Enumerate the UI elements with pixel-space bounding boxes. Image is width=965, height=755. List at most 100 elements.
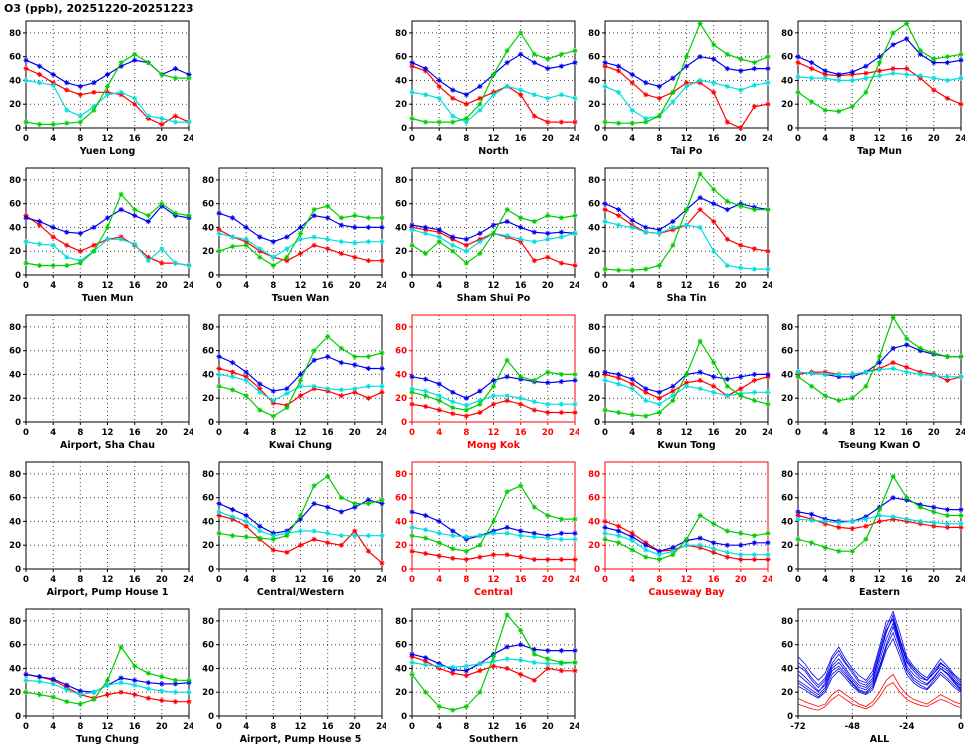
svg-text:20: 20 bbox=[156, 428, 168, 438]
chart-panel-airport-pump-house-5: 0 20 40 60 80 0 4 8 12 16 20 24 Airport, Pump House … bbox=[193, 604, 388, 751]
svg-text:12: 12 bbox=[681, 281, 693, 291]
svg-text:80: 80 bbox=[9, 29, 21, 39]
chart-tseung-kwan-o: 0 20 40 60 80 0 4 8 12 16 20 24 Tseung Kwan O bbox=[781, 314, 965, 451]
svg-text:-24: -24 bbox=[899, 722, 914, 732]
svg-text:80: 80 bbox=[395, 323, 407, 333]
chart-panel-north: 0 20 40 60 80 0 4 8 12 16 20 24 North bbox=[386, 16, 581, 163]
svg-text:80: 80 bbox=[9, 617, 21, 627]
svg-text:8: 8 bbox=[270, 575, 276, 585]
svg-text:16: 16 bbox=[515, 575, 527, 585]
chart-sha-tin: 0 20 40 60 80 0 4 8 12 16 20 24 Sha Tin bbox=[588, 167, 774, 304]
chart-panel-tap-mun: 0 20 40 60 80 0 4 8 12 16 20 24 Tap Mun bbox=[772, 16, 965, 163]
svg-text:16: 16 bbox=[322, 281, 334, 291]
svg-text:0: 0 bbox=[401, 565, 407, 575]
svg-text:20: 20 bbox=[349, 575, 361, 585]
svg-text:12: 12 bbox=[488, 722, 500, 732]
chart-airport-pump-house-1: 0 20 40 60 80 0 4 8 12 16 20 24 Airport, Pump House … bbox=[9, 461, 195, 598]
chart-panel-tai-po: 0 20 40 60 80 0 4 8 12 16 20 24 Tai Po bbox=[579, 16, 774, 163]
svg-text:12: 12 bbox=[295, 281, 307, 291]
svg-text:20: 20 bbox=[588, 100, 600, 110]
svg-text:0: 0 bbox=[401, 418, 407, 428]
svg-text:80: 80 bbox=[781, 29, 793, 39]
svg-text:8: 8 bbox=[77, 575, 83, 585]
svg-text:0: 0 bbox=[216, 281, 222, 291]
chart-title: Tai Po bbox=[671, 146, 703, 157]
svg-text:12: 12 bbox=[874, 134, 886, 144]
svg-text:24: 24 bbox=[376, 281, 386, 291]
svg-text:24: 24 bbox=[183, 722, 193, 732]
svg-text:12: 12 bbox=[681, 575, 693, 585]
svg-text:20: 20 bbox=[202, 247, 214, 257]
svg-text:0: 0 bbox=[602, 134, 608, 144]
svg-text:0: 0 bbox=[594, 271, 600, 281]
svg-text:0: 0 bbox=[208, 418, 214, 428]
svg-text:60: 60 bbox=[781, 53, 793, 63]
chart-title: Kwun Tong bbox=[657, 440, 715, 451]
svg-text:12: 12 bbox=[295, 722, 307, 732]
svg-text:0: 0 bbox=[594, 565, 600, 575]
svg-text:60: 60 bbox=[588, 494, 600, 504]
chart-title: Kwai Chung bbox=[269, 440, 332, 451]
svg-text:0: 0 bbox=[216, 722, 222, 732]
svg-text:16: 16 bbox=[129, 722, 141, 732]
svg-text:80: 80 bbox=[588, 176, 600, 186]
svg-text:12: 12 bbox=[874, 575, 886, 585]
svg-text:24: 24 bbox=[183, 281, 193, 291]
svg-text:0: 0 bbox=[23, 722, 29, 732]
svg-text:20: 20 bbox=[202, 394, 214, 404]
svg-text:40: 40 bbox=[202, 664, 214, 674]
svg-text:40: 40 bbox=[395, 517, 407, 527]
svg-text:20: 20 bbox=[395, 247, 407, 257]
svg-text:24: 24 bbox=[183, 134, 193, 144]
chart-panel-eastern: 0 20 40 60 80 0 4 8 12 16 20 24 Eastern bbox=[772, 457, 965, 604]
svg-text:8: 8 bbox=[849, 428, 855, 438]
chart-title: Sham Shui Po bbox=[457, 293, 531, 304]
svg-text:0: 0 bbox=[787, 124, 793, 134]
svg-text:4: 4 bbox=[243, 428, 249, 438]
chart-kwai-chung: 0 20 40 60 80 0 4 8 12 16 20 24 Kwai Chung bbox=[202, 314, 388, 451]
svg-text:80: 80 bbox=[781, 617, 793, 627]
svg-text:80: 80 bbox=[588, 470, 600, 480]
svg-text:20: 20 bbox=[781, 688, 793, 698]
svg-text:20: 20 bbox=[588, 541, 600, 551]
svg-text:4: 4 bbox=[436, 575, 442, 585]
svg-text:16: 16 bbox=[708, 428, 720, 438]
svg-text:0: 0 bbox=[15, 124, 21, 134]
chart-panel-all: 0 20 40 60 80 -72 -48 -24 0 ALL bbox=[772, 604, 965, 751]
svg-text:20: 20 bbox=[156, 134, 168, 144]
svg-text:60: 60 bbox=[781, 347, 793, 357]
svg-text:20: 20 bbox=[735, 134, 747, 144]
svg-text:8: 8 bbox=[463, 722, 469, 732]
svg-text:4: 4 bbox=[629, 575, 635, 585]
svg-text:40: 40 bbox=[9, 664, 21, 674]
svg-text:80: 80 bbox=[781, 470, 793, 480]
chart-title: Tseung Kwan O bbox=[839, 440, 921, 451]
svg-text:12: 12 bbox=[102, 281, 114, 291]
svg-text:24: 24 bbox=[762, 281, 772, 291]
chart-panel-causeway-bay: 0 20 40 60 80 0 4 8 12 16 20 24 Causeway Bay bbox=[579, 457, 774, 604]
svg-text:40: 40 bbox=[395, 76, 407, 86]
svg-text:80: 80 bbox=[781, 323, 793, 333]
svg-text:24: 24 bbox=[376, 722, 386, 732]
svg-text:0: 0 bbox=[401, 124, 407, 134]
svg-text:20: 20 bbox=[202, 688, 214, 698]
chart-title: Yuen Long bbox=[79, 146, 136, 157]
svg-text:0: 0 bbox=[594, 418, 600, 428]
svg-text:16: 16 bbox=[708, 134, 720, 144]
svg-text:60: 60 bbox=[202, 347, 214, 357]
svg-text:20: 20 bbox=[588, 394, 600, 404]
svg-text:80: 80 bbox=[395, 29, 407, 39]
svg-text:4: 4 bbox=[50, 281, 56, 291]
chart-panel-kwai-chung: 0 20 40 60 80 0 4 8 12 16 20 24 Kwai Chung bbox=[193, 310, 388, 457]
svg-text:16: 16 bbox=[708, 281, 720, 291]
svg-text:80: 80 bbox=[588, 29, 600, 39]
chart-title: Tsuen Wan bbox=[272, 293, 330, 304]
svg-text:16: 16 bbox=[129, 281, 141, 291]
svg-text:24: 24 bbox=[955, 575, 965, 585]
svg-text:0: 0 bbox=[216, 428, 222, 438]
svg-text:40: 40 bbox=[202, 370, 214, 380]
svg-text:40: 40 bbox=[588, 76, 600, 86]
svg-text:0: 0 bbox=[208, 271, 214, 281]
svg-text:0: 0 bbox=[23, 575, 29, 585]
svg-text:20: 20 bbox=[349, 722, 361, 732]
